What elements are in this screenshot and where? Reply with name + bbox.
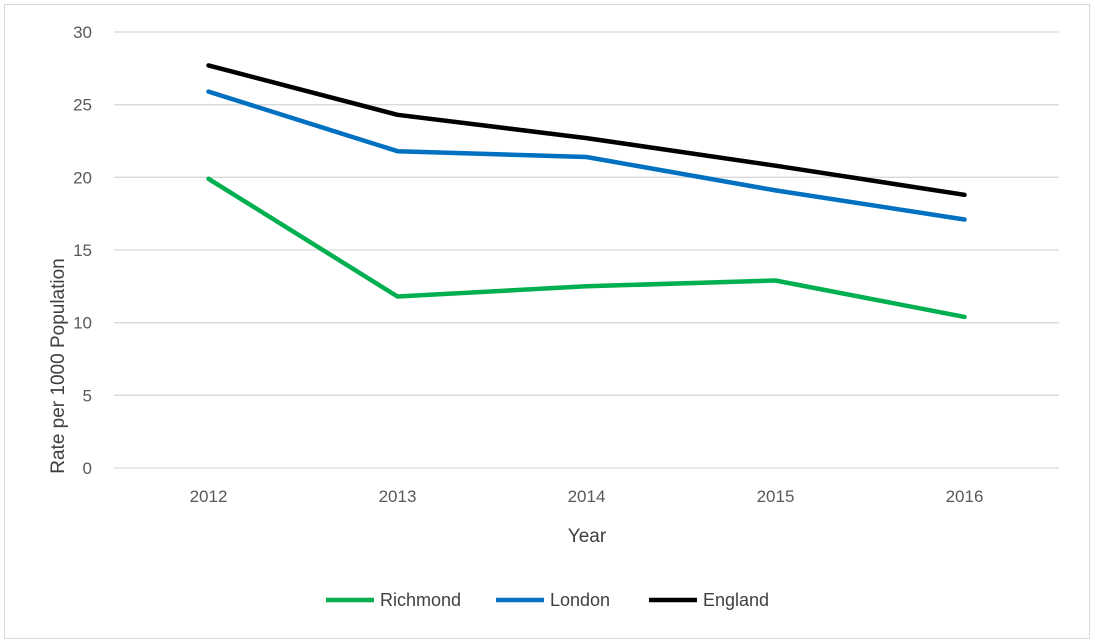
gridlines [114, 31, 1059, 469]
x-axis-title: Year [568, 526, 607, 547]
y-tick-label: 25 [73, 96, 92, 115]
y-tick-label: 10 [73, 314, 92, 333]
series-lines [206, 63, 967, 320]
y-tick-labels: 0 5 10 15 20 25 30 [73, 23, 92, 478]
legend: Richmond London England [326, 590, 769, 610]
y-tick-label: 0 [83, 459, 92, 478]
series-line-richmond [206, 176, 967, 320]
y-tick-label: 20 [73, 168, 92, 187]
y-tick-label: 15 [73, 241, 92, 260]
legend-label-england: England [703, 590, 769, 610]
y-tick-label: 5 [83, 386, 92, 405]
x-tick-label: 2013 [379, 487, 417, 506]
y-tick-label: 30 [73, 23, 92, 42]
series-line-london [206, 89, 967, 222]
series-line-england [206, 63, 967, 198]
legend-label-richmond: Richmond [380, 590, 461, 610]
x-tick-label: 2012 [190, 487, 228, 506]
x-tick-label: 2015 [757, 487, 795, 506]
x-tick-label: 2016 [946, 487, 984, 506]
y-axis-title: Rate per 1000 Population [48, 258, 69, 474]
chart-frame [4, 4, 1090, 639]
legend-label-london: London [550, 590, 610, 610]
x-tick-label: 2014 [568, 487, 606, 506]
x-tick-labels: 2012 2013 2014 2015 2016 [190, 487, 984, 506]
